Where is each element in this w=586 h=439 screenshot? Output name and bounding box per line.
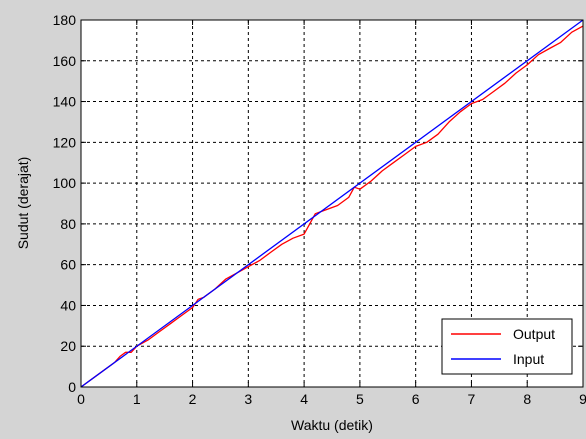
legend[interactable]: Output Input [441, 318, 573, 375]
y-tick-label: 0 [68, 379, 76, 395]
x-tick-label: 4 [300, 391, 308, 407]
legend-box [441, 318, 573, 375]
x-tick-label: 6 [412, 391, 420, 407]
plot-frame [80, 19, 584, 388]
series-line-input [80, 19, 584, 388]
y-tick-label: 80 [60, 216, 76, 232]
grid [81, 20, 583, 387]
x-tick-label: 7 [468, 391, 476, 407]
y-tick-label: 100 [53, 175, 77, 191]
y-tick-label: 180 [53, 12, 77, 28]
series-layer [80, 19, 584, 388]
x-tick-label: 3 [244, 391, 252, 407]
x-tick-label: 2 [189, 391, 197, 407]
legend-label-input: Input [513, 351, 544, 367]
y-tick-label: 40 [60, 297, 76, 313]
series-line-output [80, 25, 584, 388]
y-axis-label: Sudut (derajat) [15, 157, 31, 250]
x-tick-label: 5 [356, 391, 364, 407]
y-tick-label: 160 [53, 53, 77, 69]
x-tick-label: 0 [77, 391, 85, 407]
x-tick-label: 9 [579, 391, 586, 407]
legend-label-output: Output [513, 326, 555, 342]
y-tick-label: 140 [53, 94, 77, 110]
x-tick-label: 8 [523, 391, 531, 407]
x-axis-label: Waktu (detik) [291, 417, 373, 433]
y-tick-label: 60 [60, 257, 76, 273]
y-tick-label: 120 [53, 134, 77, 150]
y-tick-label: 20 [60, 338, 76, 354]
ticks: 0 1 2 3 4 5 6 7 8 9 0 20 40 60 80 100 120 140 160 180 [53, 12, 586, 407]
x-tick-label: 1 [133, 391, 141, 407]
